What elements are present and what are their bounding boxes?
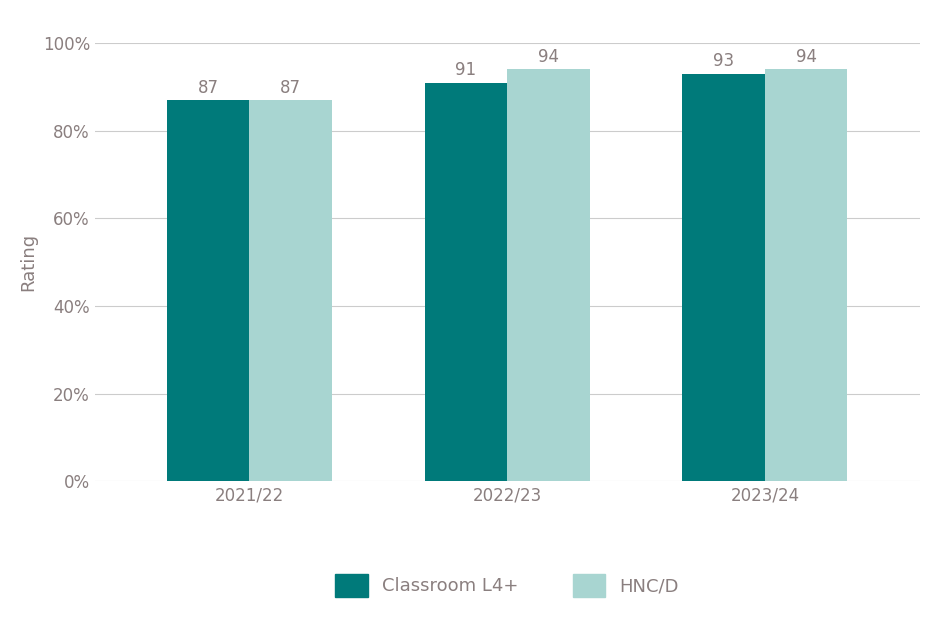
- Text: 91: 91: [455, 61, 477, 79]
- Bar: [683, 74, 765, 481]
- Bar: [249, 100, 332, 481]
- Bar: [167, 100, 249, 481]
- Text: 87: 87: [281, 78, 301, 97]
- Bar: [765, 70, 848, 481]
- Bar: [507, 70, 590, 481]
- Text: 87: 87: [198, 78, 219, 97]
- Y-axis label: Rating: Rating: [19, 233, 37, 291]
- Text: 93: 93: [713, 52, 735, 70]
- Text: 94: 94: [795, 48, 816, 66]
- Bar: [425, 83, 507, 481]
- Text: 94: 94: [538, 48, 559, 66]
- Legend: Classroom L4+, HNC/D: Classroom L4+, HNC/D: [326, 565, 688, 606]
